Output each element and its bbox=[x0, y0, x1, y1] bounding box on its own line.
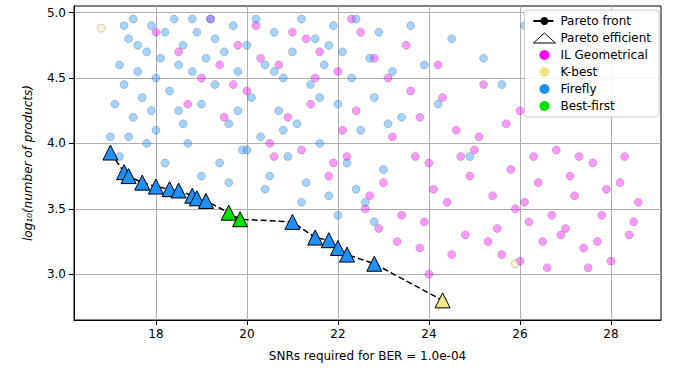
svg-text:K-best: K-best bbox=[560, 65, 597, 79]
svg-text:5.0: 5.0 bbox=[47, 6, 66, 20]
svg-text:Pareto efficient: Pareto efficient bbox=[560, 31, 651, 45]
svg-text:22: 22 bbox=[330, 327, 345, 341]
svg-text:IL Geometrical: IL Geometrical bbox=[560, 48, 647, 62]
svg-text:Pareto front: Pareto front bbox=[560, 14, 631, 28]
svg-text:4.5: 4.5 bbox=[47, 71, 66, 85]
svg-text:20: 20 bbox=[239, 327, 254, 341]
svg-text:3.0: 3.0 bbox=[47, 267, 66, 281]
svg-text:26: 26 bbox=[512, 327, 527, 341]
svg-text:28: 28 bbox=[603, 327, 618, 341]
svg-text:SNRs required for BER = 1.0e-0: SNRs required for BER = 1.0e-04 bbox=[269, 349, 466, 363]
svg-text:log₁₀(number of products): log₁₀(number of products) bbox=[21, 85, 35, 241]
svg-text:24: 24 bbox=[421, 327, 436, 341]
svg-text:4.0: 4.0 bbox=[47, 136, 66, 150]
svg-text:18: 18 bbox=[148, 327, 163, 341]
svg-text:3.5: 3.5 bbox=[47, 202, 66, 216]
svg-text:Best-first: Best-first bbox=[560, 99, 615, 113]
svg-text:Firefly: Firefly bbox=[560, 82, 596, 96]
